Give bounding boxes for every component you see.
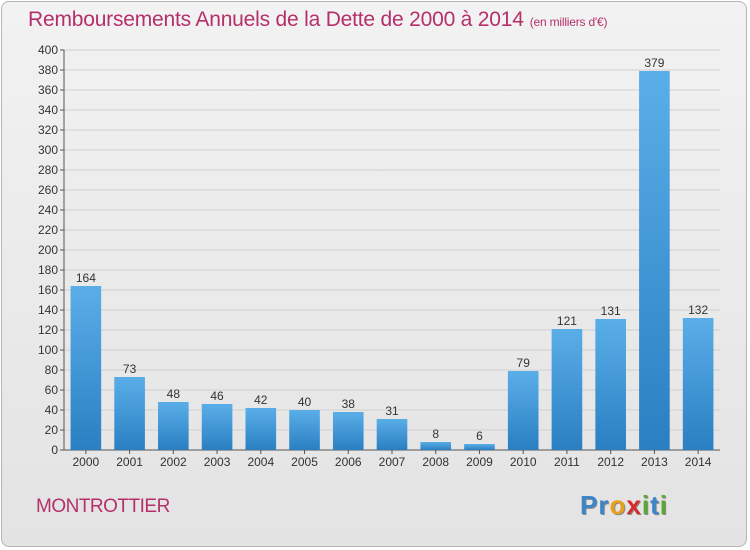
logo-letter: i [659,490,668,520]
y-tick-label: 340 [38,103,58,117]
y-tick-label: 300 [38,143,58,157]
x-tick-label: 2013 [641,455,668,469]
x-tick-label: 2012 [597,455,624,469]
bar [201,404,233,450]
y-tick-label: 40 [45,403,59,417]
data-label: 379 [644,56,664,70]
data-label: 42 [254,393,268,407]
x-tick-label: 2000 [73,455,100,469]
x-tick-label: 2008 [422,455,449,469]
y-tick-label: 360 [38,83,58,97]
data-label: 73 [123,362,137,376]
bar [595,319,626,450]
logo-letter: t [650,490,660,520]
y-tick-label: 160 [38,283,58,297]
x-tick-label: 2014 [685,455,712,469]
x-tick-label: 2003 [204,455,231,469]
data-label: 164 [76,271,96,285]
data-label: 40 [298,395,312,409]
logo-letter: i [641,490,651,520]
logo-letter: r [598,490,610,520]
town-name: MONTROTTIER [36,496,170,517]
bar [682,318,714,450]
data-label: 132 [688,303,708,317]
y-tick-label: 240 [38,203,58,217]
y-tick-label: 280 [38,163,58,177]
data-label: 6 [476,429,483,443]
bar [332,412,364,450]
bar [158,402,189,450]
y-tick-label: 220 [38,223,58,237]
logo-letter: o [609,490,627,520]
bar [114,377,145,450]
y-tick-label: 60 [45,383,59,397]
y-tick-label: 100 [38,343,58,357]
bar [507,371,539,450]
x-tick-label: 2002 [160,455,187,469]
bar [376,419,408,450]
bar [70,286,102,450]
bar [289,410,320,450]
y-tick-label: 140 [38,303,58,317]
bar [245,408,277,450]
data-label: 38 [342,397,356,411]
y-tick-label: 180 [38,263,58,277]
bar [464,444,495,450]
y-tick-label: 320 [38,123,58,137]
data-label: 48 [167,387,181,401]
proxiti-logo: Proxiti [580,490,668,521]
data-label: 79 [517,356,531,370]
y-tick-label: 400 [38,43,58,57]
x-tick-label: 2007 [379,455,406,469]
bar [551,329,583,450]
bar [420,442,452,450]
data-label: 121 [557,314,577,328]
y-tick-label: 120 [38,323,58,337]
y-tick-label: 260 [38,183,58,197]
x-tick-label: 2004 [247,455,274,469]
logo-letter: P [580,490,599,520]
chart-title: Remboursements Annuels de la Dette de 20… [28,8,607,32]
logo-letter: x [626,490,642,520]
bar [639,71,670,450]
x-tick-label: 2011 [554,455,580,469]
x-tick-label: 2010 [510,455,537,469]
y-tick-label: 0 [51,443,58,457]
data-label: 46 [210,389,224,403]
x-tick-label: 2001 [116,455,143,469]
x-tick-label: 2006 [335,455,362,469]
y-tick-label: 20 [45,423,59,437]
data-label: 31 [385,404,399,418]
x-tick-label: 2009 [466,455,493,469]
data-label: 131 [601,304,621,318]
chart-title-text: Remboursements Annuels de la Dette de 20… [28,8,524,31]
y-tick-label: 80 [45,363,59,377]
y-tick-label: 380 [38,63,58,77]
x-tick-label: 2005 [291,455,318,469]
chart-subtitle: (en milliers d'€) [529,15,608,29]
data-label: 8 [432,427,439,441]
y-tick-label: 200 [38,243,58,257]
